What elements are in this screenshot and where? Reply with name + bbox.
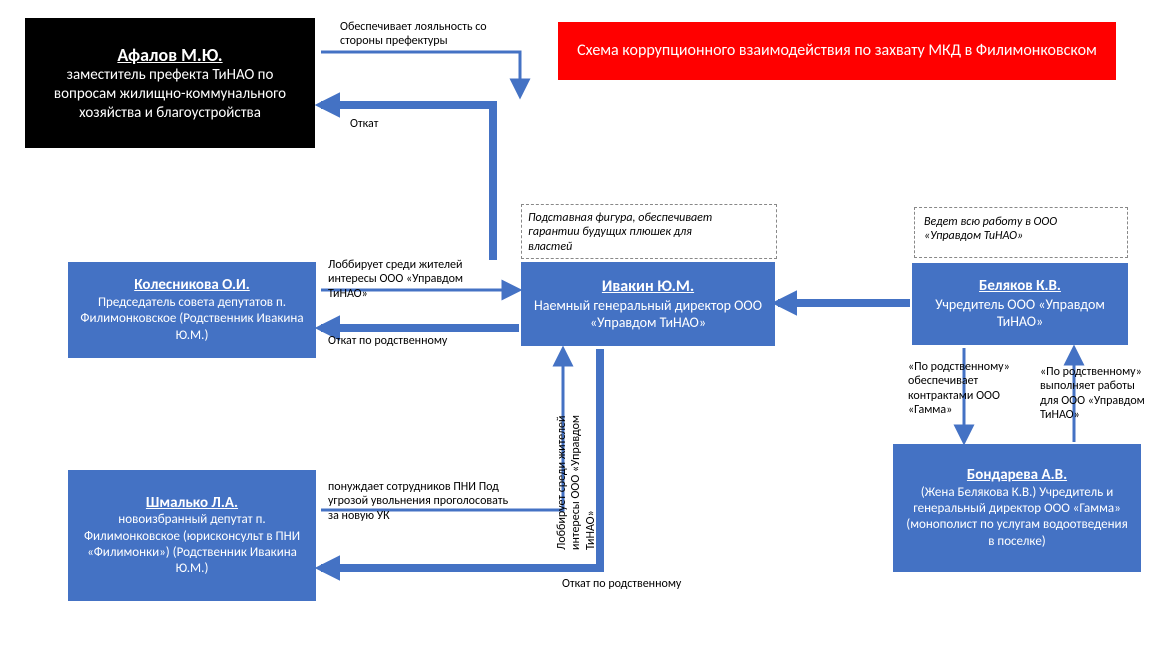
diagram-title-text: Схема коррупционного взаимодействия по з…: [577, 41, 1097, 61]
node-ivakin-title: Ивакин Ю.М.: [602, 277, 694, 297]
node-kolesnikova-body: Председатель совета депутатов п. Филимон…: [78, 295, 306, 344]
label-otkat-top: Откат: [350, 117, 450, 131]
node-afalov: Афалов М.Ю. заместитель префекта ТиНАО п…: [25, 18, 315, 148]
node-afalov-title: Афалов М.Ю.: [117, 44, 222, 67]
node-shmalko: Шмалько Л.А. новоизбранный депутат п. Фи…: [68, 470, 316, 601]
label-dash-ivakin: Подставная фигура, обеспечивает гарантии…: [528, 211, 733, 254]
label-otkat-kolesnikova: Откат по родственному: [328, 334, 488, 348]
diagram-title: Схема коррупционного взаимодействия по з…: [558, 22, 1116, 80]
node-kolesnikova-title: Колесникова О.И.: [134, 276, 250, 295]
arrow-afalov-to-ivakin: [321, 52, 520, 96]
node-belyakov-body: Учредитель ООО «Управдом ТиНАО»: [922, 296, 1118, 331]
node-bondareva-title: Бондарева А.В.: [967, 466, 1067, 485]
node-afalov-body: заместитель префекта ТиНАО по вопросам ж…: [35, 66, 305, 122]
label-loyalty: Обеспечивает лояльность со стороны префе…: [340, 20, 510, 49]
node-kolesnikova: Колесникова О.И. Председатель совета деп…: [68, 262, 316, 358]
node-ivakin: Ивакин Ю.М. Наемный генеральный директор…: [521, 262, 775, 346]
node-ivakin-body: Наемный генеральный директор ООО «Управд…: [531, 297, 765, 332]
node-belyakov-title: Беляков К.В.: [979, 277, 1061, 296]
node-shmalko-title: Шмалько Л.А.: [146, 494, 238, 513]
label-otkat-bottom: Откат по родственному: [562, 577, 702, 591]
label-dash-belyakov: Ведет всю работу в ООО «Управдом ТиНАО»: [924, 215, 1114, 244]
label-belyakov-down: «По родственному» обеспечивает контракта…: [908, 360, 1028, 418]
label-pni: понуждает сотрудников ПНИ Под угрозой ув…: [328, 480, 518, 523]
node-shmalko-body: новоизбранный депутат п. Филимонковское …: [78, 512, 306, 577]
node-bondareva-body: (Жена Белякова К.В.) Учредитель и генера…: [903, 485, 1131, 550]
node-belyakov: Беляков К.В. Учредитель ООО «Управдом Ти…: [912, 263, 1128, 345]
label-lobby-kolesnikova: Лоббирует среди жителей интересы ООО «Уп…: [328, 258, 498, 301]
label-belyakov-up: «По родственному» выполняет работы для О…: [1040, 365, 1152, 423]
label-lobby-vertical: Лоббирует среди жителей интересы ООО «Уп…: [555, 380, 598, 550]
node-bondareva: Бондарева А.В. (Жена Белякова К.В.) Учре…: [893, 444, 1141, 572]
